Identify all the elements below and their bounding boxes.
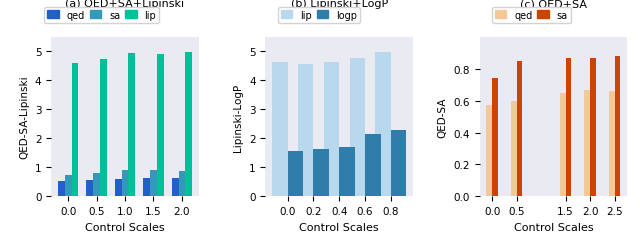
Bar <box>65 176 72 197</box>
X-axis label: Control Scales: Control Scales <box>300 222 379 232</box>
Bar <box>272 63 287 197</box>
Bar <box>349 58 365 197</box>
Bar <box>609 92 614 197</box>
Bar <box>511 101 516 197</box>
Legend: lip, logp: lip, logp <box>278 8 360 23</box>
Y-axis label: QED-SA: QED-SA <box>438 97 448 137</box>
Legend: qed, sa: qed, sa <box>492 8 571 23</box>
Bar <box>492 79 498 197</box>
Bar <box>375 53 391 197</box>
Bar <box>93 173 100 197</box>
Bar <box>100 59 107 197</box>
Bar <box>150 171 157 197</box>
Title: (c) QED+SA: (c) QED+SA <box>520 0 587 9</box>
Bar <box>614 57 621 197</box>
Legend: qed, sa, lip: qed, sa, lip <box>44 8 159 23</box>
Bar <box>122 171 129 197</box>
X-axis label: Control Scales: Control Scales <box>85 222 165 232</box>
Title: (b) Lipinski+LogP: (b) Lipinski+LogP <box>291 0 388 9</box>
Bar <box>486 106 492 197</box>
Bar <box>172 178 179 197</box>
Bar <box>72 64 78 197</box>
Title: (a) QED+SA+Lipinski: (a) QED+SA+Lipinski <box>65 0 184 9</box>
Bar <box>584 90 590 197</box>
Bar <box>86 180 93 197</box>
Y-axis label: Lipinski-LogP: Lipinski-LogP <box>234 83 243 151</box>
Bar <box>560 93 566 197</box>
Bar <box>298 65 314 197</box>
Bar <box>115 179 122 197</box>
Bar <box>179 171 186 197</box>
Bar <box>314 149 329 197</box>
Y-axis label: QED-SA-Lipinski: QED-SA-Lipinski <box>19 76 29 159</box>
X-axis label: Control Scales: Control Scales <box>513 222 593 232</box>
Bar <box>590 58 596 197</box>
Bar <box>58 181 65 197</box>
Bar <box>186 53 192 197</box>
Bar <box>566 58 572 197</box>
Bar <box>391 131 406 197</box>
Bar <box>324 63 339 197</box>
Bar <box>516 61 522 197</box>
Bar <box>143 179 150 197</box>
Bar <box>287 151 303 197</box>
Bar <box>129 54 135 197</box>
Bar <box>339 147 355 197</box>
Bar <box>365 135 381 197</box>
Bar <box>157 54 164 197</box>
